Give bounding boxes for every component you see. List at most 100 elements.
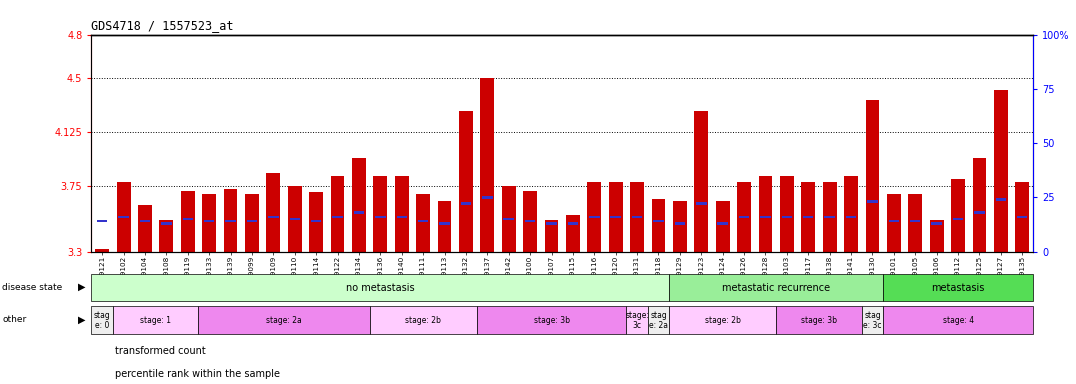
- Bar: [459, 111, 472, 252]
- Bar: [803, 215, 813, 218]
- Bar: [780, 176, 794, 252]
- Text: stage:
3c: stage: 3c: [625, 311, 649, 330]
- Bar: [932, 222, 942, 225]
- Bar: [547, 222, 556, 225]
- Bar: [908, 194, 922, 252]
- Bar: [994, 89, 1008, 252]
- Text: percentile rank within the sample: percentile rank within the sample: [115, 369, 280, 379]
- Bar: [376, 215, 385, 218]
- Bar: [202, 194, 216, 252]
- Bar: [525, 220, 536, 222]
- Bar: [759, 176, 773, 252]
- Bar: [974, 211, 985, 214]
- Bar: [161, 222, 171, 225]
- Bar: [652, 199, 665, 252]
- Text: ▶: ▶: [77, 315, 85, 325]
- Bar: [224, 189, 238, 252]
- Bar: [204, 220, 214, 222]
- Bar: [352, 157, 366, 252]
- Bar: [1016, 182, 1030, 252]
- Text: stage: 2b: stage: 2b: [705, 316, 740, 325]
- Bar: [716, 201, 730, 252]
- Bar: [159, 220, 173, 252]
- Bar: [609, 182, 623, 252]
- Bar: [370, 306, 477, 334]
- Bar: [930, 220, 944, 252]
- Bar: [589, 215, 599, 218]
- Bar: [867, 200, 878, 203]
- Bar: [865, 100, 879, 252]
- Bar: [140, 220, 151, 222]
- Text: no metastasis: no metastasis: [346, 283, 414, 293]
- Bar: [416, 194, 430, 252]
- Bar: [397, 215, 407, 218]
- Bar: [846, 215, 856, 218]
- Bar: [504, 218, 514, 220]
- Bar: [181, 191, 195, 252]
- Bar: [883, 274, 1033, 301]
- Text: stage: 4: stage: 4: [943, 316, 974, 325]
- Bar: [417, 220, 428, 222]
- Bar: [1017, 215, 1028, 218]
- Bar: [631, 182, 645, 252]
- Bar: [568, 222, 578, 225]
- Bar: [482, 196, 493, 199]
- Bar: [610, 215, 621, 218]
- Bar: [669, 306, 776, 334]
- Bar: [268, 215, 279, 218]
- Bar: [332, 215, 343, 218]
- Bar: [354, 211, 364, 214]
- Text: stage: 2a: stage: 2a: [266, 316, 302, 325]
- Text: stage: 3b: stage: 3b: [534, 316, 569, 325]
- Bar: [910, 220, 920, 222]
- Bar: [587, 182, 601, 252]
- Bar: [737, 182, 751, 252]
- Bar: [862, 306, 883, 334]
- Text: stage: 2b: stage: 2b: [406, 316, 441, 325]
- Bar: [953, 218, 963, 220]
- Text: stage: 1: stage: 1: [140, 316, 171, 325]
- Text: GDS4718 / 1557523_at: GDS4718 / 1557523_at: [91, 19, 233, 32]
- Bar: [395, 176, 409, 252]
- Bar: [477, 306, 626, 334]
- Bar: [289, 218, 300, 220]
- Bar: [438, 201, 452, 252]
- Bar: [845, 176, 858, 252]
- Bar: [461, 202, 471, 205]
- Bar: [91, 306, 113, 334]
- Bar: [245, 194, 259, 252]
- Text: other: other: [2, 315, 27, 324]
- Bar: [883, 306, 1033, 334]
- Bar: [91, 274, 669, 301]
- Bar: [781, 215, 792, 218]
- Bar: [951, 179, 965, 252]
- Bar: [225, 220, 236, 222]
- Bar: [138, 205, 152, 252]
- Bar: [626, 306, 648, 334]
- Text: disease state: disease state: [2, 283, 62, 292]
- Bar: [183, 218, 193, 220]
- Bar: [823, 182, 837, 252]
- Text: transformed count: transformed count: [115, 346, 206, 356]
- Bar: [97, 220, 108, 222]
- Bar: [669, 274, 883, 301]
- Bar: [889, 220, 900, 222]
- Bar: [739, 215, 749, 218]
- Bar: [439, 222, 450, 225]
- Bar: [672, 201, 686, 252]
- Bar: [973, 157, 987, 252]
- Text: metastatic recurrence: metastatic recurrence: [722, 283, 831, 293]
- Bar: [95, 248, 109, 252]
- Bar: [675, 222, 685, 225]
- Bar: [544, 220, 558, 252]
- Bar: [776, 306, 862, 334]
- Text: stag
e: 2a: stag e: 2a: [649, 311, 668, 330]
- Bar: [653, 220, 664, 222]
- Bar: [718, 222, 727, 225]
- Bar: [309, 192, 323, 252]
- Bar: [113, 306, 198, 334]
- Text: ▶: ▶: [77, 282, 85, 292]
- Bar: [761, 215, 770, 218]
- Bar: [480, 78, 494, 252]
- Text: stage: 3b: stage: 3b: [801, 316, 837, 325]
